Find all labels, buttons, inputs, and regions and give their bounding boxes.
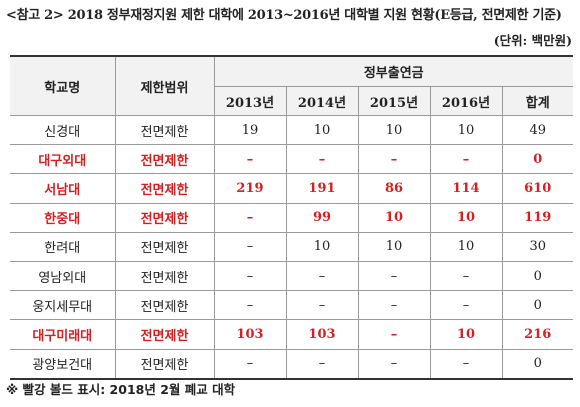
cell-2016: 114 <box>429 173 503 204</box>
cell-total: 0 <box>501 144 573 175</box>
cell-total: 0 <box>501 260 573 292</box>
cell-total: 216 <box>501 319 573 350</box>
cell-2013: 103 <box>213 319 287 350</box>
cell-2013: – <box>213 231 287 262</box>
cell-2014: – <box>285 144 359 175</box>
cell-2016: – <box>429 260 503 292</box>
cell-school: 대구외대 <box>10 144 116 175</box>
cell-2015: – <box>357 319 431 350</box>
header-year-2014: 2014년 <box>285 86 359 116</box>
cell-school: 광양보건대 <box>10 348 116 380</box>
cell-scope: 전면제한 <box>114 202 215 233</box>
cell-2015: – <box>357 348 431 380</box>
cell-2015: – <box>357 290 431 321</box>
cell-2016: 10 <box>429 114 503 146</box>
cell-2016: – <box>429 290 503 321</box>
cell-school: 서남대 <box>10 173 116 204</box>
cell-scope: 전면제한 <box>114 231 215 262</box>
cell-2014: – <box>285 290 359 321</box>
cell-school: 한려대 <box>10 231 116 262</box>
table-row: 서남대 전면제한 219 191 86 114 610 <box>10 173 573 204</box>
cell-2013: – <box>213 290 287 321</box>
cell-2014: 103 <box>285 319 359 350</box>
cell-scope: 전면제한 <box>114 348 215 380</box>
cell-scope: 전면제한 <box>114 290 215 321</box>
cell-scope: 전면제한 <box>114 114 215 146</box>
cell-scope: 전면제한 <box>114 173 215 204</box>
cell-total: 30 <box>501 231 573 262</box>
cell-2016: 10 <box>429 202 503 233</box>
cell-2016: – <box>429 348 503 380</box>
cell-2014: – <box>285 348 359 380</box>
cell-2016: 10 <box>429 231 503 262</box>
cell-2013: – <box>213 144 287 175</box>
cell-total: 610 <box>501 173 573 204</box>
cell-school: 웅지세무대 <box>10 290 116 321</box>
unit-label: (단위: 백만원) <box>493 33 572 48</box>
table-row: 신경대 전면제한 19 10 10 10 49 <box>10 114 573 146</box>
cell-2015: – <box>357 144 431 175</box>
cell-total: 119 <box>501 202 573 233</box>
cell-school: 신경대 <box>10 114 116 146</box>
header-total: 합계 <box>501 86 573 116</box>
cell-2014: 10 <box>285 114 359 146</box>
cell-2013: 219 <box>213 173 287 204</box>
cell-2013: – <box>213 348 287 380</box>
cell-2015: 10 <box>357 114 431 146</box>
funding-table: 학교명 제한범위 정부출연금 2013년 2014년 2015년 2016년 합… <box>10 55 573 380</box>
cell-total: 0 <box>501 348 573 380</box>
header-funding: 정부출연금 <box>213 55 573 87</box>
cell-2013: – <box>213 202 287 233</box>
table-row: 웅지세무대 전면제한 – – – –0 <box>10 290 573 321</box>
cell-2016: 10 <box>429 319 503 350</box>
cell-2015: 10 <box>357 202 431 233</box>
header-scope: 제한범위 <box>114 55 215 116</box>
footnote: ※ 빨강 볼드 표시: 2018년 2월 폐교 대학 <box>6 382 236 397</box>
header-year-2016: 2016년 <box>429 86 503 116</box>
table-row: 광양보건대 전면제한 – – – –0 <box>10 348 573 380</box>
cell-scope: 전면제한 <box>114 144 215 175</box>
table-row: 한려대 전면제한 –10 10 10 30 <box>10 231 573 262</box>
cell-2014: 99 <box>285 202 359 233</box>
cell-total: 49 <box>501 114 573 146</box>
cell-school: 대구미래대 <box>10 319 116 350</box>
cell-scope: 전면제한 <box>114 260 215 292</box>
table-row: 대구미래대 전면제한 103 103–10 216 <box>10 319 573 350</box>
cell-2016: – <box>429 144 503 175</box>
cell-2014: 191 <box>285 173 359 204</box>
cell-scope: 전면제한 <box>114 319 215 350</box>
cell-2014: – <box>285 260 359 292</box>
cell-2015: – <box>357 260 431 292</box>
table-row: 한중대 전면제한 –99 10 10 119 <box>10 202 573 233</box>
cell-total: 0 <box>501 290 573 321</box>
document-title: <참고 2> 2018 정부재정지원 제한 대학에 2013~2016년 대학별… <box>6 8 562 23</box>
cell-2013: – <box>213 260 287 292</box>
cell-2015: 10 <box>357 231 431 262</box>
table-body: 신경대 전면제한 19 10 10 10 49 대구외대 전면제한 – – – –0 서남대 전면제한 219… <box>10 114 573 380</box>
header-school: 학교명 <box>10 55 116 116</box>
cell-2014: 10 <box>285 231 359 262</box>
header-year-2015: 2015년 <box>357 86 431 116</box>
cell-school: 한중대 <box>10 202 116 233</box>
cell-school: 영남외대 <box>10 260 116 292</box>
cell-2013: 19 <box>213 114 287 146</box>
table-row: 영남외대 전면제한 – – – –0 <box>10 260 573 292</box>
table-row: 대구외대 전면제한 – – – –0 <box>10 144 573 175</box>
header-year-2013: 2013년 <box>214 86 287 116</box>
cell-2015: 86 <box>357 173 431 204</box>
